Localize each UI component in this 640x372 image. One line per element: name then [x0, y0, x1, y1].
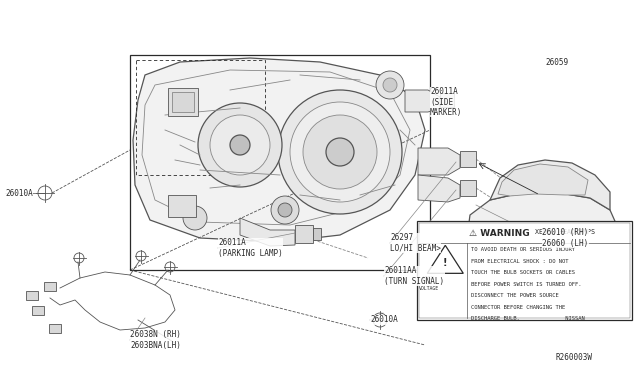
Polygon shape [468, 192, 618, 275]
Circle shape [198, 103, 282, 187]
Circle shape [576, 248, 604, 276]
Text: BEFORE POWER SWITCH IS TURNED OFF.: BEFORE POWER SWITCH IS TURNED OFF. [471, 282, 582, 287]
Circle shape [568, 240, 612, 284]
Text: TOUCH THE BULB SOCKETS OR CABLES: TOUCH THE BULB SOCKETS OR CABLES [471, 270, 575, 275]
Circle shape [271, 196, 299, 224]
Text: 26011A
(SIDE
MARKER): 26011A (SIDE MARKER) [430, 87, 462, 117]
Polygon shape [240, 218, 295, 246]
Text: TO AVOID DEATH OR SERIOUS INJURY: TO AVOID DEATH OR SERIOUS INJURY [471, 247, 575, 252]
Bar [136, 60, 265, 175]
Bar [460, 180, 476, 196]
Bar [130, 55, 430, 270]
Polygon shape [418, 175, 460, 202]
Circle shape [326, 138, 354, 166]
Polygon shape [428, 246, 463, 273]
Circle shape [230, 135, 250, 155]
Bar [440, 93, 454, 107]
Bar [172, 92, 194, 112]
Polygon shape [418, 148, 460, 175]
Bar [32, 306, 44, 315]
Bar [295, 225, 313, 243]
Text: 26059: 26059 [545, 58, 568, 67]
Bar [417, 221, 632, 320]
Bar [460, 151, 476, 167]
Text: 26010A: 26010A [5, 189, 33, 198]
Text: R260003W: R260003W [556, 353, 593, 362]
Text: DISCHARGE BULB.              NISSAN: DISCHARGE BULB. NISSAN [471, 316, 585, 321]
Text: CONNECTOR BEFORE CHANGING THE: CONNECTOR BEFORE CHANGING THE [471, 305, 566, 310]
Polygon shape [133, 58, 425, 242]
Text: !: ! [443, 258, 447, 268]
Text: 26010 (RH)
26060 (LH): 26010 (RH) 26060 (LH) [542, 228, 588, 248]
Text: 26038N (RH)
2603BNA(LH): 26038N (RH) 2603BNA(LH) [130, 330, 181, 350]
Circle shape [210, 115, 270, 175]
Text: 26010A: 26010A [370, 315, 397, 324]
Circle shape [290, 102, 390, 202]
Circle shape [383, 78, 397, 92]
Text: VOLTAGE: VOLTAGE [419, 286, 440, 291]
Text: 26011A
(PARKING LAMP): 26011A (PARKING LAMP) [218, 238, 283, 258]
Bar [168, 88, 198, 116]
Circle shape [278, 203, 292, 217]
Circle shape [488, 246, 532, 290]
Circle shape [496, 254, 524, 282]
Polygon shape [405, 90, 440, 112]
Text: DISCONNECT THE POWER SOURCE: DISCONNECT THE POWER SOURCE [471, 294, 559, 298]
Text: 26297
LO/HI BEAM>: 26297 LO/HI BEAM> [390, 233, 441, 253]
Text: ⚠ WARNING: ⚠ WARNING [469, 230, 530, 238]
Bar [44, 282, 56, 291]
Text: HIGH: HIGH [422, 276, 434, 281]
Circle shape [183, 206, 207, 230]
Circle shape [376, 71, 404, 99]
Bar [49, 324, 61, 333]
Text: XENON HEADLAMPS: XENON HEADLAMPS [535, 230, 595, 235]
Bar [26, 291, 38, 300]
Circle shape [278, 90, 402, 214]
Circle shape [303, 115, 377, 189]
Bar [419, 223, 630, 318]
Text: FROM ELECTRICAL SHOCK : DO NOT: FROM ELECTRICAL SHOCK : DO NOT [471, 259, 569, 264]
Bar [168, 195, 196, 217]
Bar [313, 228, 321, 240]
Polygon shape [490, 160, 610, 210]
Text: 26011AA
(TURN SIGNAL): 26011AA (TURN SIGNAL) [384, 266, 444, 286]
Polygon shape [498, 164, 588, 196]
